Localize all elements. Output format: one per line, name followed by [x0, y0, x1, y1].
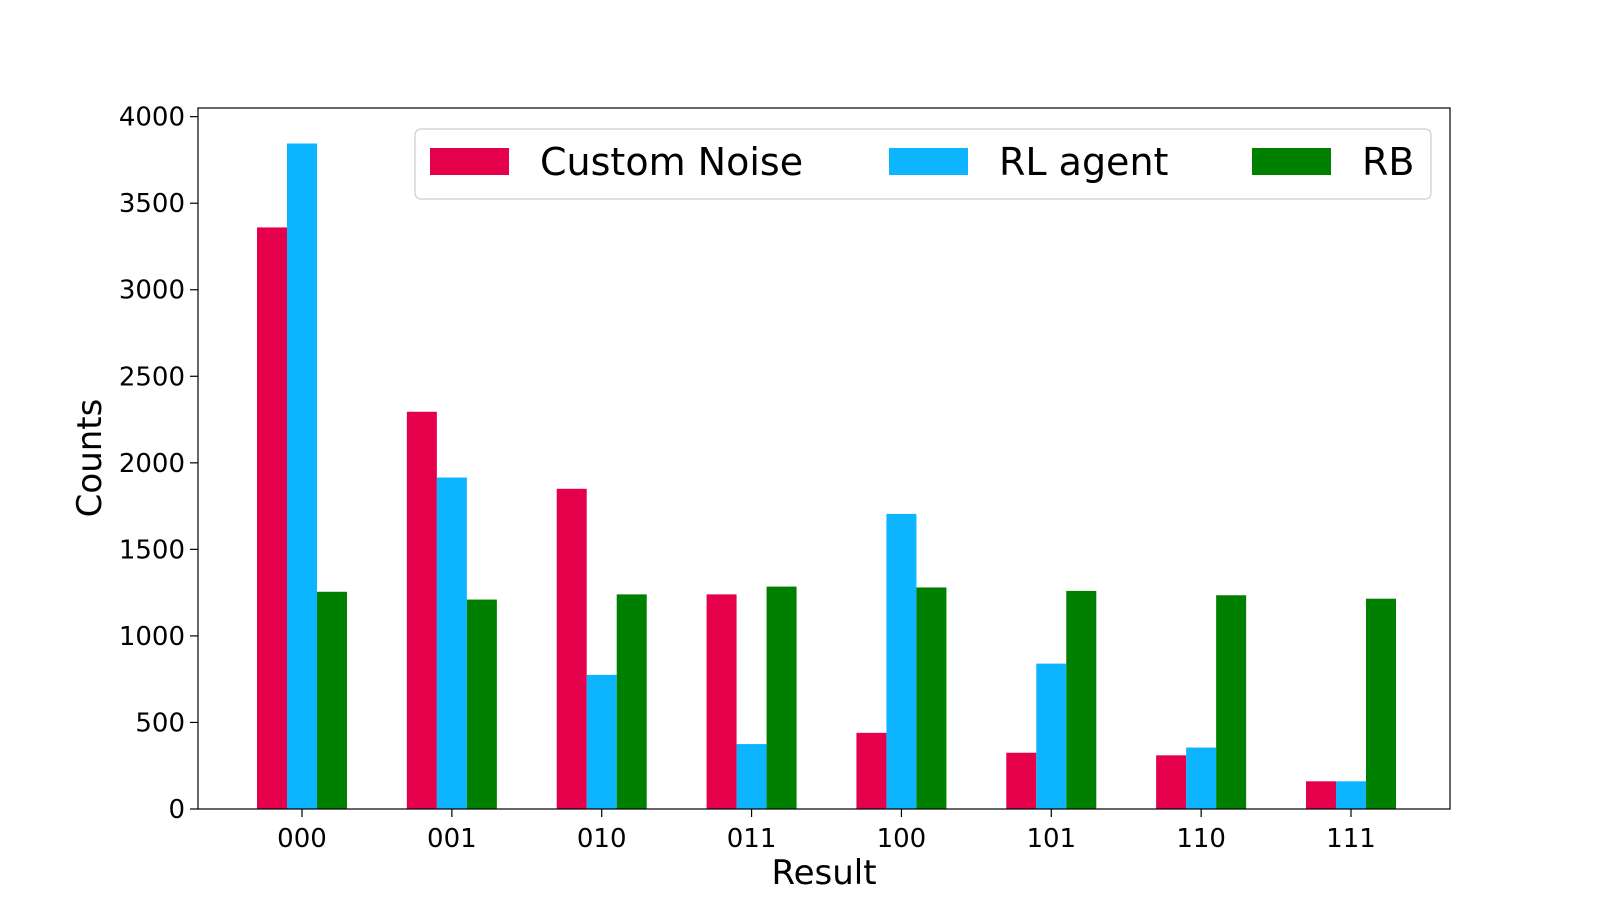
y-tick-label: 1000 — [119, 622, 185, 652]
bar-rb-000 — [317, 591, 347, 809]
x-tick-label: 110 — [1176, 824, 1226, 854]
bar-rl-agent-000 — [287, 143, 317, 809]
bar-rl-agent-010 — [586, 674, 617, 809]
bar-custom-noise-000 — [257, 227, 287, 809]
bar-rl-agent-100 — [886, 513, 917, 809]
bar-custom-noise-010 — [556, 488, 587, 809]
bar-custom-noise-110 — [1156, 755, 1187, 809]
bar-rb-001 — [466, 599, 497, 809]
bars-layer — [257, 143, 1396, 809]
legend-label-rb: RB — [1362, 140, 1414, 184]
x-tick-label: 001 — [427, 824, 477, 854]
y-tick-label: 4000 — [119, 103, 185, 133]
legend-swatch-rb — [1252, 148, 1331, 175]
bar-rl-agent-101 — [1036, 663, 1067, 809]
x-tick-label: 111 — [1326, 824, 1376, 854]
plot-frame — [197, 107, 1451, 810]
legend-label-custom-noise: Custom Noise — [540, 140, 803, 184]
bar-rb-110 — [1216, 595, 1247, 809]
legend-swatch-rl-agent — [889, 148, 968, 175]
x-tick-label: 010 — [577, 824, 627, 854]
legend: Custom Noise RL agent RB — [414, 128, 1432, 200]
bar-custom-noise-111 — [1306, 781, 1336, 809]
legend-swatch-custom-noise — [430, 148, 509, 175]
bar-rb-100 — [916, 587, 947, 809]
bar-custom-noise-011 — [706, 594, 737, 809]
bar-rl-agent-001 — [436, 477, 467, 809]
bar-custom-noise-001 — [406, 411, 437, 809]
y-tick-label: 0 — [168, 795, 185, 825]
y-tick-label: 1500 — [119, 535, 185, 565]
bar-custom-noise-101 — [1006, 752, 1037, 809]
bar-rl-agent-011 — [736, 744, 767, 809]
bar-rb-101 — [1066, 590, 1097, 809]
y-axis-label: Counts — [70, 399, 110, 518]
x-axis-label: Result — [771, 853, 876, 893]
bar-rb-010 — [616, 594, 647, 809]
x-tick-label: 100 — [877, 824, 927, 854]
y-tick-label: 500 — [135, 708, 185, 738]
bar-rl-agent-110 — [1186, 747, 1217, 809]
x-tick-label: 101 — [1026, 824, 1076, 854]
legend-label-rl-agent: RL agent — [999, 140, 1168, 184]
x-tick-label: 000 — [277, 824, 327, 854]
x-axis: 000 001 010 011 100 101 110 111 — [277, 809, 1376, 854]
y-axis: 0 500 1000 1500 2000 2500 3000 3500 4000 — [119, 103, 198, 825]
bar-custom-noise-100 — [856, 732, 887, 809]
y-tick-label: 3000 — [119, 276, 185, 306]
x-tick-label: 011 — [727, 824, 777, 854]
bar-rb-111 — [1366, 598, 1396, 809]
y-tick-label: 2500 — [119, 362, 185, 392]
bar-rl-agent-111 — [1336, 781, 1366, 809]
y-tick-label: 3500 — [119, 189, 185, 219]
bar-rb-011 — [766, 586, 797, 809]
y-tick-label: 2000 — [119, 449, 185, 479]
